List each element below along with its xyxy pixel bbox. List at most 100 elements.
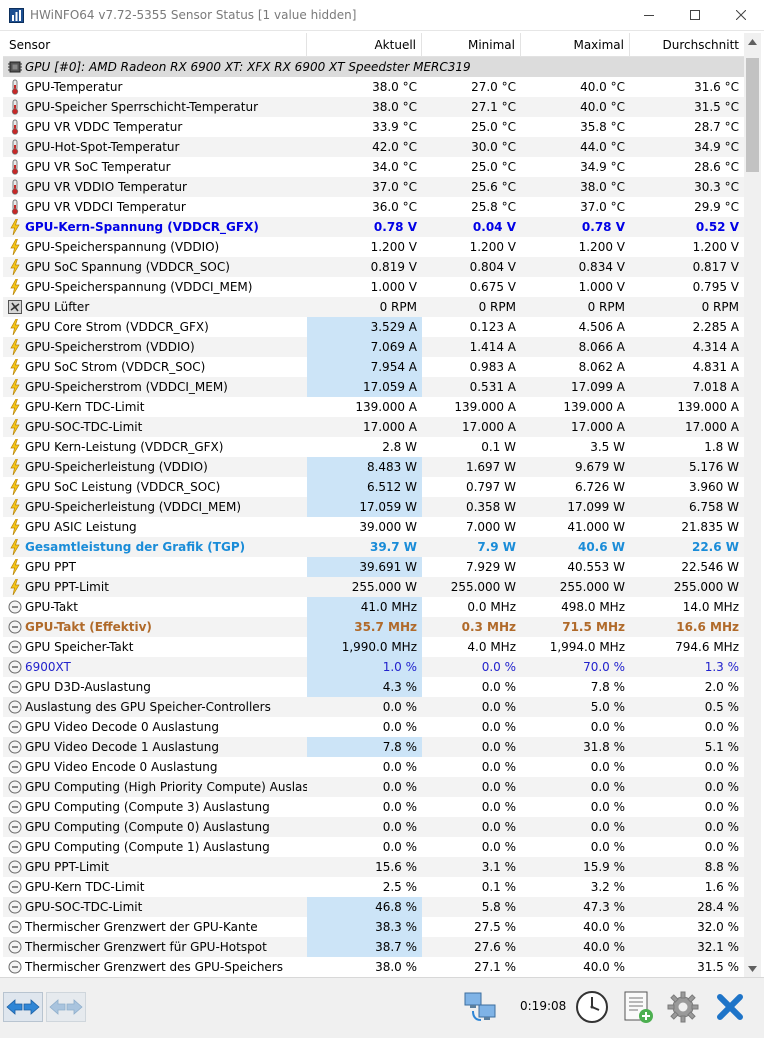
- sensor-row[interactable]: GPU Computing (Compute 1) Auslastung 0.0 …: [3, 837, 744, 857]
- sensor-row[interactable]: 6900XT 1.0 % 0.0 % 70.0 % 1.3 %: [3, 657, 744, 677]
- sensor-row[interactable]: GPU-Speicher Sperrschicht-Temperatur 38.0…: [3, 97, 744, 117]
- sensor-row[interactable]: GPU-Speicherleistung (VDDIO) 8.483 W 1.697…: [3, 457, 744, 477]
- network-button[interactable]: [461, 989, 501, 1025]
- maximum-value: 1.200 V: [578, 240, 625, 254]
- column-header-sensor[interactable]: Sensor: [3, 33, 307, 57]
- sensor-row[interactable]: GPU-Speicherspannung (VDDCI_MEM) 1.000 V 0…: [3, 277, 744, 297]
- column-header-maximum[interactable]: Maximal: [521, 33, 630, 57]
- sensor-row[interactable]: GPU-Kern-Spannung (VDDCR_GFX) 0.78 V 0.04 …: [3, 217, 744, 237]
- sensor-label: GPU-Temperatur: [25, 80, 123, 94]
- sensor-group-row[interactable]: GPU [#0]: AMD Radeon RX 6900 XT: XFX RX …: [3, 57, 744, 77]
- group-label: GPU [#0]: AMD Radeon RX 6900 XT: XFX RX …: [25, 60, 471, 74]
- sensor-row[interactable]: GPU-Speicherstrom (VDDIO) 7.069 A 1.414 A 8…: [3, 337, 744, 357]
- vertical-scrollbar[interactable]: [744, 33, 761, 977]
- maximum-value: 0 RPM: [587, 300, 625, 314]
- current-value: 2.8 W: [382, 440, 417, 454]
- average-value: 3.960 W: [688, 480, 739, 494]
- maximum-value: 0.0 %: [590, 780, 625, 794]
- sensor-label: GPU-SOC-TDC-Limit: [25, 420, 143, 434]
- sensor-row[interactable]: GPU Computing (Compute 3) Auslastung 0.0 …: [3, 797, 744, 817]
- column-header-average[interactable]: Durchschnitt: [662, 38, 739, 52]
- sensor-row[interactable]: GPU PPT-Limit 15.6 % 3.1 % 15.9 % 8.8 %: [3, 857, 744, 877]
- minimum-value: 4.0 MHz: [467, 640, 516, 654]
- maximize-button[interactable]: [672, 0, 718, 30]
- sensor-row[interactable]: GPU VR VDDC Temperatur 33.9 °C 25.0 °C 35.8…: [3, 117, 744, 137]
- scroll-down-arrow-icon[interactable]: [744, 960, 761, 977]
- sensor-row[interactable]: GPU-Takt (Effektiv) 35.7 MHz 0.3 MHz 71.5 M…: [3, 617, 744, 637]
- column-header-current[interactable]: Aktuell: [307, 33, 422, 57]
- sensor-row[interactable]: GPU VR SoC Temperatur 34.0 °C 25.0 °C 34.9 …: [3, 157, 744, 177]
- sensor-row[interactable]: GPU Computing (High Priority Compute) Au…: [3, 777, 744, 797]
- sensor-row[interactable]: GPU PPT 39.691 W 7.929 W 40.553 W 22.546 W: [3, 557, 744, 577]
- sensor-row[interactable]: GPU-Speicherspannung (VDDIO) 1.200 V 1.200…: [3, 237, 744, 257]
- sensor-row[interactable]: GPU PPT-Limit 255.000 W 255.000 W 255.000 W…: [3, 577, 744, 597]
- sensor-row[interactable]: GPU SoC Leistung (VDDCR_SOC) 6.512 W 0.797…: [3, 477, 744, 497]
- average-value: 139.000 A: [677, 400, 739, 414]
- lightning-icon: [8, 398, 22, 416]
- reset-timer-button[interactable]: [572, 988, 612, 1026]
- sensor-row[interactable]: GPU-Hot-Spot-Temperatur 42.0 °C 30.0 °C 44.…: [3, 137, 744, 157]
- sensor-label: GPU-Speicherstrom (VDDIO): [25, 340, 195, 354]
- sensor-row[interactable]: GPU-Takt 41.0 MHz 0.0 MHz 498.0 MHz 14.0 MHz: [3, 597, 744, 617]
- sensor-row[interactable]: Thermischer Grenzwert für GPU-Hotspot 38.…: [3, 937, 744, 957]
- gauge-icon: [8, 879, 22, 895]
- sensor-row[interactable]: GPU ASIC Leistung 39.000 W 7.000 W 41.000 W…: [3, 517, 744, 537]
- scroll-up-arrow-icon[interactable]: [744, 33, 761, 50]
- sensor-row[interactable]: GPU SoC Spannung (VDDCR_SOC) 0.819 V 0.804…: [3, 257, 744, 277]
- sensor-label: GPU VR VDDIO Temperatur: [25, 180, 187, 194]
- sensor-row[interactable]: GPU Core Strom (VDDCR_GFX) 3.529 A 0.123 A…: [3, 317, 744, 337]
- gauge-icon: [8, 719, 22, 735]
- sensor-row[interactable]: GPU Kern-Leistung (VDDCR_GFX) 2.8 W 0.1 W 3…: [3, 437, 744, 457]
- navigate-left-button[interactable]: [3, 992, 43, 1022]
- sensor-row[interactable]: GPU-SOC-TDC-Limit 46.8 % 5.8 % 47.3 % 28.4 %: [3, 897, 744, 917]
- sensor-row[interactable]: GPU Lüfter 0 RPM 0 RPM 0 RPM 0 RPM: [3, 297, 744, 317]
- minimize-button[interactable]: [626, 0, 672, 30]
- sensor-label: GPU PPT-Limit: [25, 580, 109, 594]
- maximum-value: 8.066 A: [578, 340, 625, 354]
- current-value: 41.0 MHz: [307, 597, 422, 617]
- exit-button[interactable]: [710, 988, 750, 1026]
- sensor-row[interactable]: GPU-Kern TDC-Limit 2.5 % 0.1 % 3.2 % 1.6 %: [3, 877, 744, 897]
- maximum-value: 40.553 W: [567, 560, 625, 574]
- sensor-row[interactable]: Auslastung des GPU Speicher-Controllers 0…: [3, 697, 744, 717]
- sensor-label: GPU-Takt: [25, 600, 78, 614]
- sensor-label: Thermischer Grenzwert für GPU-Hotspot: [25, 940, 267, 954]
- sensor-row[interactable]: Thermischer Grenzwert des GPU-Speichers 3…: [3, 957, 744, 977]
- sensor-row[interactable]: GPU-SOC-TDC-Limit 17.000 A 17.000 A 17.000 …: [3, 417, 744, 437]
- sensor-row[interactable]: GPU Video Encode 0 Auslastung 0.0 % 0.0 % 0…: [3, 757, 744, 777]
- minimum-value: 0.0 %: [481, 660, 516, 674]
- settings-button[interactable]: [663, 988, 703, 1026]
- navigate-right-button[interactable]: [46, 992, 86, 1022]
- sensor-row[interactable]: GPU-Speicherleistung (VDDCI_MEM) 17.059 W…: [3, 497, 744, 517]
- sensor-row[interactable]: GPU SoC Strom (VDDCR_SOC) 7.954 A 0.983 A 8…: [3, 357, 744, 377]
- sensor-label: GPU-Speicherspannung (VDDIO): [25, 240, 220, 254]
- thermometer-icon: [8, 159, 22, 175]
- close-button[interactable]: [718, 0, 764, 30]
- log-report-button[interactable]: [617, 988, 657, 1026]
- column-header-minimum[interactable]: Minimal: [422, 33, 521, 57]
- current-value: 39.691 W: [307, 557, 422, 577]
- sensor-row[interactable]: GPU Video Decode 0 Auslastung 0.0 % 0.0 % 0…: [3, 717, 744, 737]
- sensor-row[interactable]: Thermischer Grenzwert der GPU-Kante 38.3 …: [3, 917, 744, 937]
- sensor-row[interactable]: GPU VR VDDIO Temperatur 37.0 °C 25.6 °C 38.…: [3, 177, 744, 197]
- sensor-row[interactable]: GPU Video Decode 1 Auslastung 7.8 % 0.0 % 3…: [3, 737, 744, 757]
- sensor-row[interactable]: GPU-Speicherstrom (VDDCI_MEM) 17.059 A 0.5…: [3, 377, 744, 397]
- current-value: 7.069 A: [307, 337, 422, 357]
- sensor-label: Gesamtleistung der Grafik (TGP): [25, 540, 246, 554]
- current-value: 38.0 °C: [372, 100, 417, 114]
- sensor-label: GPU-Speicherstrom (VDDCI_MEM): [25, 380, 228, 394]
- lightning-icon: [8, 518, 22, 536]
- current-value: 42.0 °C: [372, 140, 417, 154]
- average-value: 17.000 A: [684, 420, 739, 434]
- close-x-icon: [717, 994, 743, 1020]
- scrollbar-thumb[interactable]: [746, 58, 759, 172]
- double-arrow-disabled-icon: [49, 999, 83, 1015]
- sensor-row[interactable]: GPU VR VDDCI Temperatur 36.0 °C 25.8 °C 37.…: [3, 197, 744, 217]
- sensor-row[interactable]: GPU-Kern TDC-Limit 139.000 A 139.000 A 139.…: [3, 397, 744, 417]
- minimum-value: 0.531 A: [469, 380, 516, 394]
- sensor-row[interactable]: GPU Speicher-Takt 1,990.0 MHz 4.0 MHz 1,994…: [3, 637, 744, 657]
- sensor-row[interactable]: GPU-Temperatur 38.0 °C 27.0 °C 40.0 °C 31.6 …: [3, 77, 744, 97]
- sensor-row[interactable]: GPU D3D-Auslastung 4.3 % 0.0 % 7.8 % 2.0 %: [3, 677, 744, 697]
- sensor-row[interactable]: Gesamtleistung der Grafik (TGP) 39.7 W 7.9…: [3, 537, 744, 557]
- sensor-row[interactable]: GPU Computing (Compute 0) Auslastung 0.0 …: [3, 817, 744, 837]
